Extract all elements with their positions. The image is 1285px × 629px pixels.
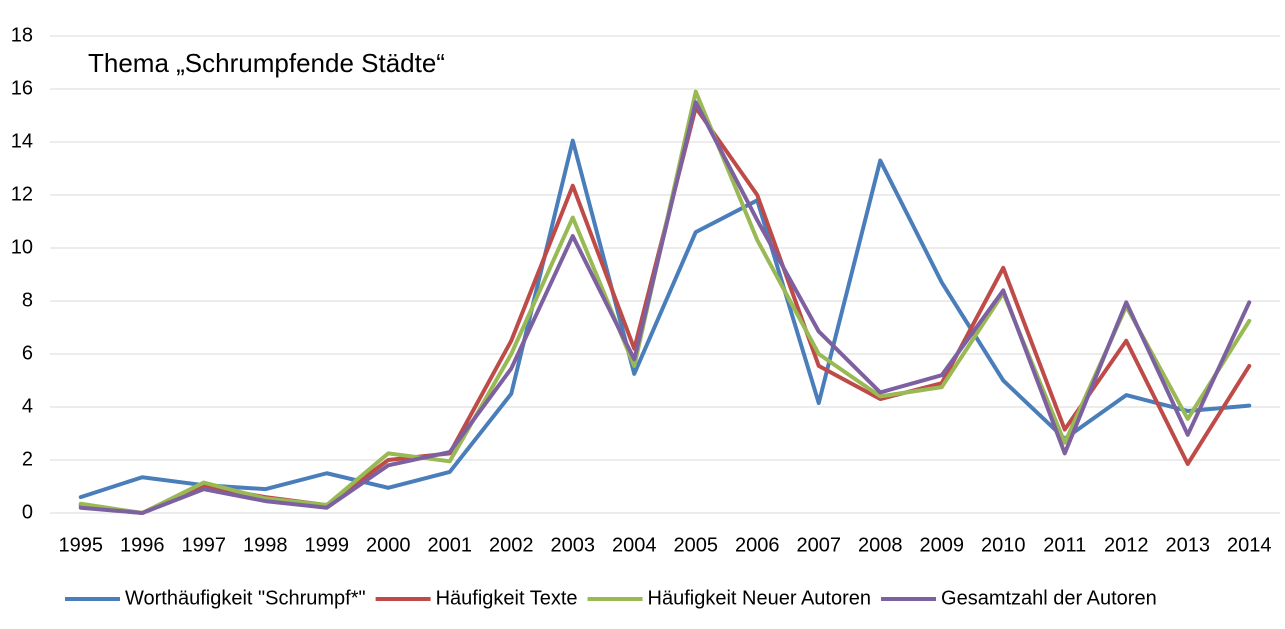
x-tick-label: 1996 — [120, 534, 165, 556]
y-tick-label: 2 — [22, 448, 33, 470]
x-tick-label: 2014 — [1227, 534, 1272, 556]
x-tick-label: 1998 — [243, 534, 288, 556]
x-tick-label: 2010 — [981, 534, 1026, 556]
y-tick-label: 0 — [22, 501, 33, 523]
y-tick-label: 6 — [22, 342, 33, 364]
legend-label: Worthäufigkeit "Schrumpf*" — [125, 587, 366, 609]
y-tick-label: 10 — [11, 236, 33, 258]
x-tick-label: 2006 — [735, 534, 780, 556]
legend-label: Häufigkeit Neuer Autoren — [648, 587, 871, 609]
x-tick-label: 1995 — [59, 534, 104, 556]
series-line — [78, 100, 1252, 515]
y-tick-label: 16 — [11, 77, 33, 99]
y-tick-label: 8 — [22, 289, 33, 311]
x-tick-label: 2003 — [551, 534, 596, 556]
chart-title: Thema „Schrumpfende Städte“ — [88, 48, 445, 78]
series-line — [78, 105, 1252, 515]
x-tick-label: 1999 — [305, 534, 350, 556]
y-tick-label: 4 — [22, 395, 33, 417]
x-tick-label: 2009 — [920, 534, 965, 556]
y-tick-label: 12 — [11, 183, 33, 205]
x-tick-label: 2007 — [797, 534, 842, 556]
x-tick-label: 2002 — [489, 534, 534, 556]
y-tick-label: 14 — [11, 130, 33, 152]
x-tick-label: 2011 — [1043, 534, 1086, 556]
legend-label: Gesamtzahl der Autoren — [941, 587, 1157, 609]
x-tick-label: 2013 — [1166, 534, 1211, 556]
x-tick-label: 1997 — [182, 534, 227, 556]
legend-label: Häufigkeit Texte — [436, 587, 578, 609]
x-tick-label: 2001 — [428, 534, 473, 556]
series-line — [78, 138, 1252, 500]
x-tick-label: 2012 — [1104, 534, 1149, 556]
x-tick-label: 2005 — [674, 534, 719, 556]
x-tick-label: 2004 — [612, 534, 657, 556]
y-tick-label: 18 — [11, 24, 33, 46]
x-tick-label: 2008 — [858, 534, 903, 556]
x-tick-label: 2000 — [366, 534, 411, 556]
